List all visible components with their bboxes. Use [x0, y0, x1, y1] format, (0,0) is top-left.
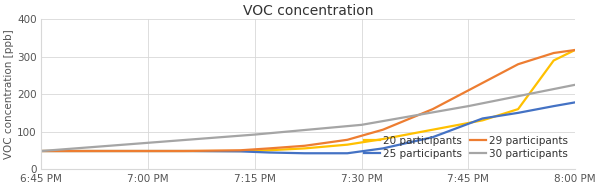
Line: 29 participants: 29 participants — [41, 50, 575, 151]
30 participants — [38, 150, 45, 152]
25 participants — [571, 101, 578, 104]
25 participants — [515, 112, 522, 114]
Y-axis label: VOC concentration [ppb]: VOC concentration [ppb] — [4, 29, 14, 159]
20 participants — [180, 150, 187, 152]
29 participants — [109, 150, 116, 152]
20 participants — [379, 138, 386, 140]
29 participants — [571, 49, 578, 51]
20 participants — [571, 49, 578, 51]
29 participants — [344, 139, 351, 141]
25 participants — [550, 105, 557, 107]
Line: 25 participants: 25 participants — [41, 102, 575, 153]
25 participants — [379, 147, 386, 149]
29 participants — [180, 150, 187, 152]
20 participants — [429, 129, 436, 131]
30 participants — [145, 142, 152, 144]
30 participants — [251, 133, 259, 136]
30 participants — [571, 84, 578, 86]
29 participants — [237, 149, 244, 151]
25 participants — [479, 117, 486, 120]
25 participants — [109, 150, 116, 152]
25 participants — [237, 150, 244, 152]
25 participants — [301, 152, 308, 154]
20 participants — [479, 119, 486, 121]
29 participants — [479, 82, 486, 84]
29 participants — [379, 129, 386, 131]
Line: 20 participants: 20 participants — [41, 50, 575, 151]
25 participants — [429, 136, 436, 138]
20 participants — [38, 150, 45, 152]
25 participants — [344, 152, 351, 154]
20 participants — [301, 147, 308, 149]
25 participants — [180, 150, 187, 152]
29 participants — [265, 147, 272, 149]
25 participants — [38, 150, 45, 152]
29 participants — [429, 108, 436, 110]
29 participants — [38, 150, 45, 152]
Legend: 20 participants, 25 participants, 29 participants, 30 participants: 20 participants, 25 participants, 29 par… — [362, 134, 570, 161]
20 participants — [109, 150, 116, 152]
Title: VOC concentration: VOC concentration — [243, 4, 373, 18]
20 participants — [344, 143, 351, 146]
20 participants — [515, 108, 522, 110]
29 participants — [301, 145, 308, 147]
25 participants — [265, 151, 272, 154]
20 participants — [550, 59, 557, 62]
Line: 30 participants: 30 participants — [41, 85, 575, 151]
30 participants — [465, 105, 472, 107]
29 participants — [550, 52, 557, 54]
29 participants — [515, 63, 522, 65]
20 participants — [237, 150, 244, 152]
30 participants — [358, 124, 365, 126]
20 participants — [265, 149, 272, 151]
